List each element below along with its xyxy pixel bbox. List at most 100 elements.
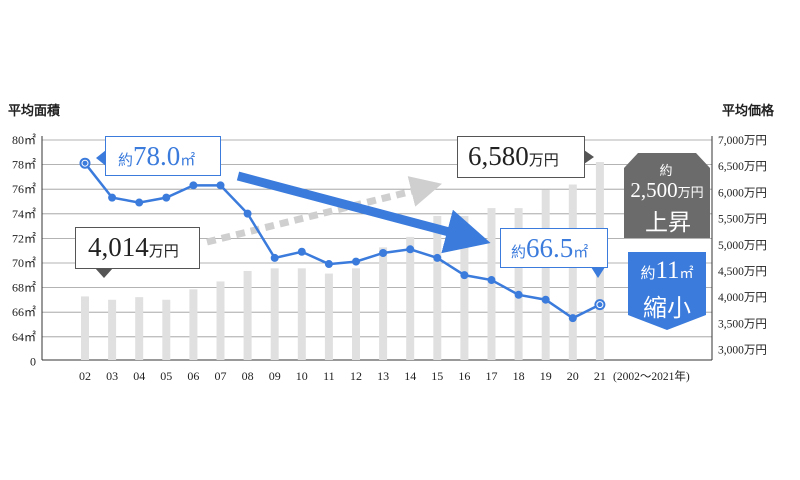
x-axis-tick-label: 14 [404, 369, 416, 383]
area-2021-callout: 約66.5㎡ [500, 228, 608, 268]
area-endpoint-dot [597, 302, 603, 308]
price-2002-unit: 万円 [148, 244, 179, 260]
right-axis-tick-label: 4,500万円 [718, 266, 767, 278]
area-point [487, 276, 496, 285]
price-bar [406, 236, 415, 360]
price-badge-shape [624, 153, 710, 238]
price-2021-callout: 6,580万円 [457, 136, 585, 178]
left-axis-tick-label: 78㎡ [12, 158, 36, 172]
area-point [297, 247, 306, 256]
price-badge-amount: 2,500万円 [622, 178, 712, 203]
x-axis-tick-label: 07 [215, 369, 227, 383]
x-axis-tick-label: 19 [540, 369, 552, 383]
x-axis-tick-label: 03 [106, 369, 118, 383]
x-axis-tick-label: 08 [242, 369, 254, 383]
price-2002-callout: 4,014万円 [75, 227, 200, 269]
area-2021-unit: ㎡ [573, 245, 589, 261]
price-badge-change: 上昇 [645, 210, 691, 235]
x-axis-tick-label: 10 [296, 369, 308, 383]
price-bar [352, 268, 360, 360]
price-trend-arrow [206, 176, 442, 246]
area-badge-change: 縮小 [643, 296, 691, 322]
x-axis-tick-label: 17 [486, 369, 498, 383]
area-2002-callout-tail [96, 150, 106, 166]
price-bar [433, 215, 442, 360]
price-badge-prefix: 約 [659, 163, 673, 178]
area-badge-shape [628, 252, 706, 330]
area-point [379, 248, 388, 257]
area-badge-value: 11 [655, 257, 680, 284]
right-axis-tick-label: 5,500万円 [718, 214, 767, 226]
price-bar [135, 297, 144, 360]
area-endpoint-dot [82, 160, 88, 166]
area-2002-value: 78.0 [133, 141, 181, 171]
price-bar [81, 296, 89, 360]
left-axis-tick-label: 74㎡ [12, 207, 36, 221]
price-bar [270, 268, 279, 360]
x-axis-tick-label: 02 [79, 369, 91, 383]
area-point [324, 260, 333, 269]
x-axis-tick-label: 21 [594, 369, 606, 383]
area-2021-value: 66.5 [526, 233, 574, 263]
price-badge-value: 2,500 [630, 178, 678, 202]
price-2021-unit: 万円 [528, 153, 559, 169]
area-point [406, 245, 415, 254]
right-axis-tick-label: 4,000万円 [718, 292, 767, 304]
area-point [135, 198, 144, 207]
x-axis-tick-label: 15 [431, 369, 443, 383]
price-bar [216, 281, 225, 360]
area-trend-arrow [236, 171, 491, 254]
right-axis-tick-label: 6,500万円 [718, 161, 767, 173]
left-axis-tick-label: 80㎡ [12, 133, 36, 147]
area-point [189, 181, 198, 190]
price-badge-unit: 万円 [677, 185, 704, 200]
price-2002-value: 4,014 [88, 232, 149, 262]
price-2002-callout-tail [95, 268, 113, 278]
price-bar [189, 289, 198, 360]
price-2021-value: 6,580 [468, 141, 529, 171]
left-axis-title: 平均面積 [8, 104, 61, 119]
price-bar [460, 215, 469, 360]
area-2002-prefix: 約 [118, 153, 134, 169]
price-bar [297, 268, 306, 360]
area-badge-prefix: 約 [640, 266, 656, 282]
area-point [460, 271, 469, 280]
area-2002-callout: 約78.0㎡ [105, 136, 221, 176]
right-axis-tick-label: 5,000万円 [718, 240, 767, 252]
x-axis-tick-label: 11 [323, 369, 335, 383]
price-bar [243, 270, 252, 360]
left-axis-tick-label: 68㎡ [12, 281, 36, 295]
price-bar [568, 184, 577, 360]
x-axis-tick-label: 16 [458, 369, 470, 383]
right-axis-title: 平均価格 [722, 104, 775, 119]
price-bar [514, 208, 523, 360]
x-axis-tick-label: 18 [513, 369, 525, 383]
price-bar [162, 299, 171, 360]
left-axis-tick-label: 66㎡ [12, 305, 36, 319]
area-point [243, 209, 252, 218]
right-axis-tick-label: 6,000万円 [718, 187, 767, 199]
area-badge-unit: ㎡ [679, 267, 694, 282]
area-point [162, 193, 171, 202]
area-2021-callout-tail [591, 267, 605, 278]
area-point [514, 290, 523, 299]
area-point [352, 257, 360, 266]
x-axis-range-label: (2002〜2021年) [613, 369, 690, 383]
right-axis-tick-label: 3,500万円 [718, 318, 767, 330]
price-bar [541, 189, 550, 360]
area-point [541, 295, 550, 304]
price-bar [324, 273, 333, 360]
x-axis-tick-label: 09 [269, 369, 281, 383]
x-axis-tick-label: 04 [133, 369, 145, 383]
price-bar [108, 299, 117, 360]
area-line [84, 162, 601, 320]
area-point [568, 314, 577, 323]
price-bar [379, 247, 388, 360]
x-axis-tick-label: 06 [187, 369, 199, 383]
area-point [216, 181, 225, 190]
area-point [108, 193, 117, 202]
right-axis-tick-label: 3,000万円 [718, 345, 767, 357]
area-2021-prefix: 約 [511, 245, 527, 261]
x-axis-tick-label: 05 [160, 369, 172, 383]
